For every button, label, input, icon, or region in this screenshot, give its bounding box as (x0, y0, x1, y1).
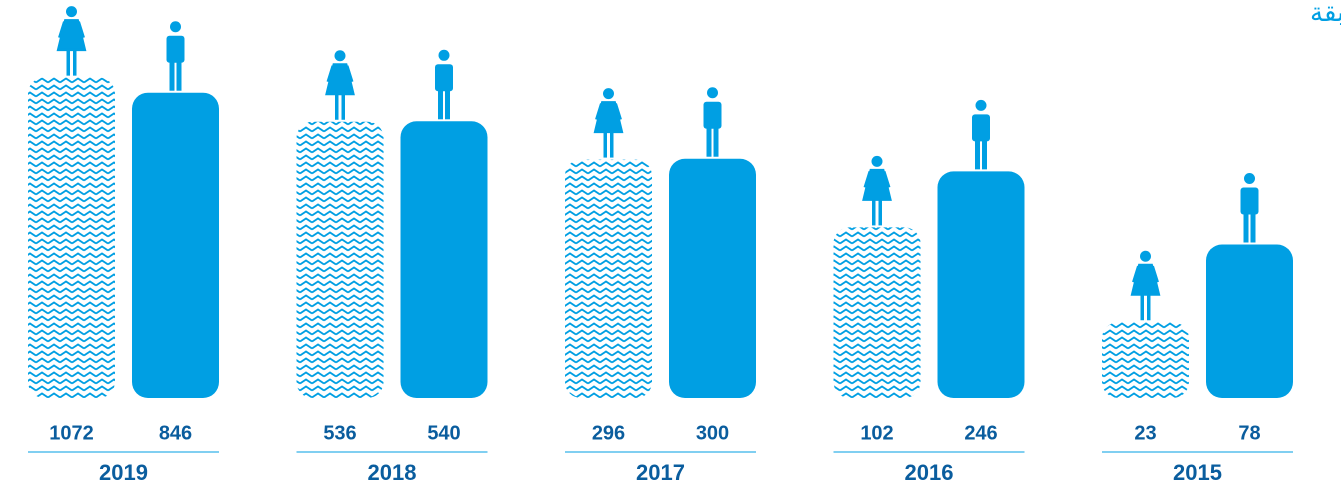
bar (565, 159, 652, 398)
icon-leg (610, 131, 614, 158)
icon-leg (603, 131, 607, 158)
icon-leg (66, 49, 70, 76)
icon-leg (1147, 294, 1151, 321)
icon-head (1140, 250, 1151, 262)
icon-leg (445, 90, 450, 120)
icon-body (325, 63, 355, 96)
person-icon (703, 87, 722, 157)
bar (1102, 322, 1189, 398)
bar (669, 158, 756, 398)
x-tick-label: 2017 (636, 460, 685, 485)
bar (1206, 244, 1293, 398)
icon-leg (878, 199, 882, 226)
icon-body (1240, 187, 1259, 215)
value-label: 102 (860, 422, 893, 444)
x-tick-label: 2018 (368, 460, 417, 485)
person-icon (593, 88, 624, 158)
icon-leg (176, 61, 182, 91)
icon-body (703, 101, 722, 129)
icon-leg (73, 49, 77, 76)
value-label: 300 (696, 422, 729, 444)
person-icon (1240, 172, 1259, 243)
icon-leg (706, 127, 712, 157)
person-icon (325, 50, 355, 120)
person-icon (1130, 250, 1161, 321)
icon-leg (335, 93, 339, 120)
value-label: 846 (159, 422, 192, 444)
icon-leg (1250, 213, 1256, 243)
value-label: 536 (323, 422, 356, 444)
bar (28, 77, 115, 399)
chart-title: المتقدمون للبرنامج في 2019 مقارنة بالأعو… (1310, 0, 1341, 28)
bar (132, 92, 219, 398)
icon-leg (438, 90, 443, 120)
icon-head (603, 88, 614, 100)
x-tick-label: 2015 (1173, 460, 1222, 485)
x-tick-label: 2019 (99, 460, 148, 485)
bar (833, 227, 921, 398)
person-icon (435, 49, 453, 120)
value-label: 23 (1134, 422, 1156, 444)
icon-leg (341, 93, 345, 120)
value-label: 296 (592, 422, 625, 444)
icon-body (166, 35, 185, 63)
icon-body (1130, 263, 1161, 296)
icon-leg (1243, 213, 1249, 243)
icon-leg (1140, 294, 1144, 321)
icon-head (1244, 172, 1255, 184)
icon-head (334, 50, 346, 62)
icon-head (975, 99, 987, 111)
bar (400, 121, 488, 399)
x-tick-label: 2016 (905, 460, 954, 485)
icon-leg (982, 140, 987, 170)
icon-body (593, 101, 624, 134)
person-icon (166, 21, 185, 91)
icon-body (862, 168, 892, 201)
bar (937, 171, 1025, 398)
value-label: 1072 (49, 422, 94, 444)
icon-body (435, 64, 453, 92)
person-icon (972, 99, 990, 170)
person-icon (862, 155, 892, 226)
icon-head (438, 49, 450, 61)
icon-leg (713, 127, 719, 157)
value-label: 540 (427, 422, 460, 444)
icon-body (56, 19, 87, 52)
icon-body (972, 114, 990, 142)
icon-head (170, 21, 181, 33)
value-label: 246 (964, 422, 997, 444)
icon-head (66, 6, 77, 18)
person-icon (56, 6, 87, 76)
value-label: 78 (1238, 422, 1260, 444)
bar (296, 121, 384, 398)
icon-leg (169, 61, 175, 91)
icon-head (871, 155, 883, 167)
icon-leg (872, 199, 876, 226)
icon-leg (975, 140, 980, 170)
icon-head (707, 87, 718, 99)
